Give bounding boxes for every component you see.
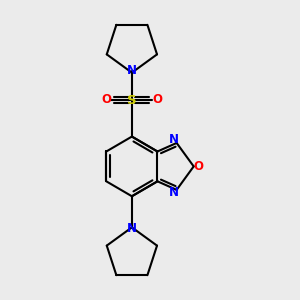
Text: O: O: [101, 93, 111, 106]
Text: O: O: [193, 160, 203, 173]
Text: S: S: [127, 94, 137, 107]
Text: O: O: [152, 93, 163, 106]
Text: N: N: [169, 134, 179, 146]
Text: N: N: [127, 222, 137, 235]
Text: N: N: [169, 186, 179, 199]
Text: N: N: [127, 64, 137, 77]
